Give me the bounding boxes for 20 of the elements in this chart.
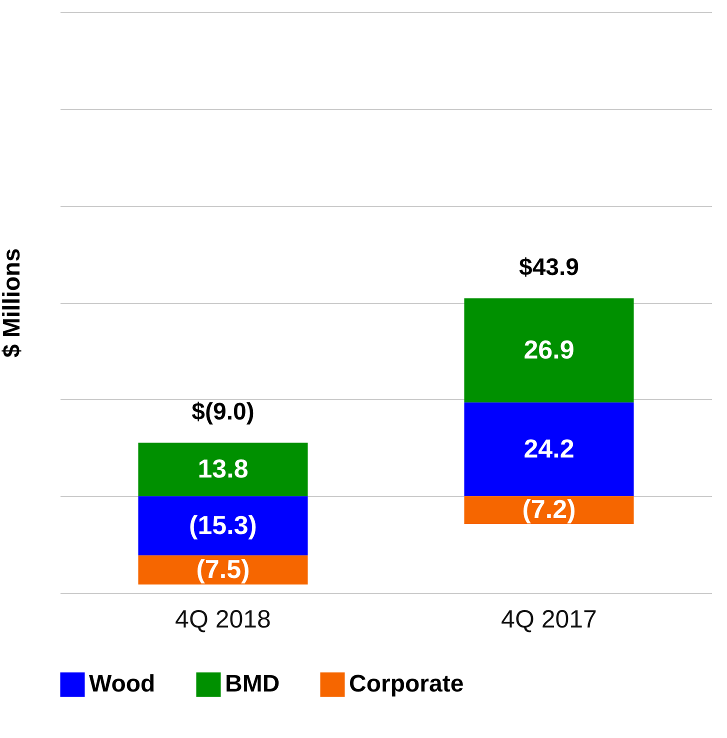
data-label: (15.3) — [189, 510, 257, 540]
legend-label: BMD — [225, 670, 280, 698]
bar — [464, 298, 634, 402]
x-tick-label: 4Q 2017 — [501, 606, 597, 634]
data-label: 24.2 — [524, 433, 574, 464]
data-label: 26.9 — [524, 334, 574, 364]
bar — [464, 496, 634, 524]
total-label: $43.9 — [518, 254, 580, 282]
bar — [464, 402, 634, 496]
bar — [138, 496, 308, 556]
y-axis-title: $ Millions — [0, 248, 26, 358]
total-label: $(9.0) — [192, 398, 254, 426]
data-label: 13.8 — [198, 453, 248, 484]
bar — [138, 555, 308, 584]
legend-label: Corporate — [349, 670, 464, 698]
bar — [138, 442, 308, 496]
x-tick-label: 4Q 2018 — [175, 606, 271, 634]
data-label: (7.2) — [522, 494, 576, 524]
legend-label: Wood — [89, 670, 156, 698]
data-label: (7.5) — [196, 554, 250, 584]
